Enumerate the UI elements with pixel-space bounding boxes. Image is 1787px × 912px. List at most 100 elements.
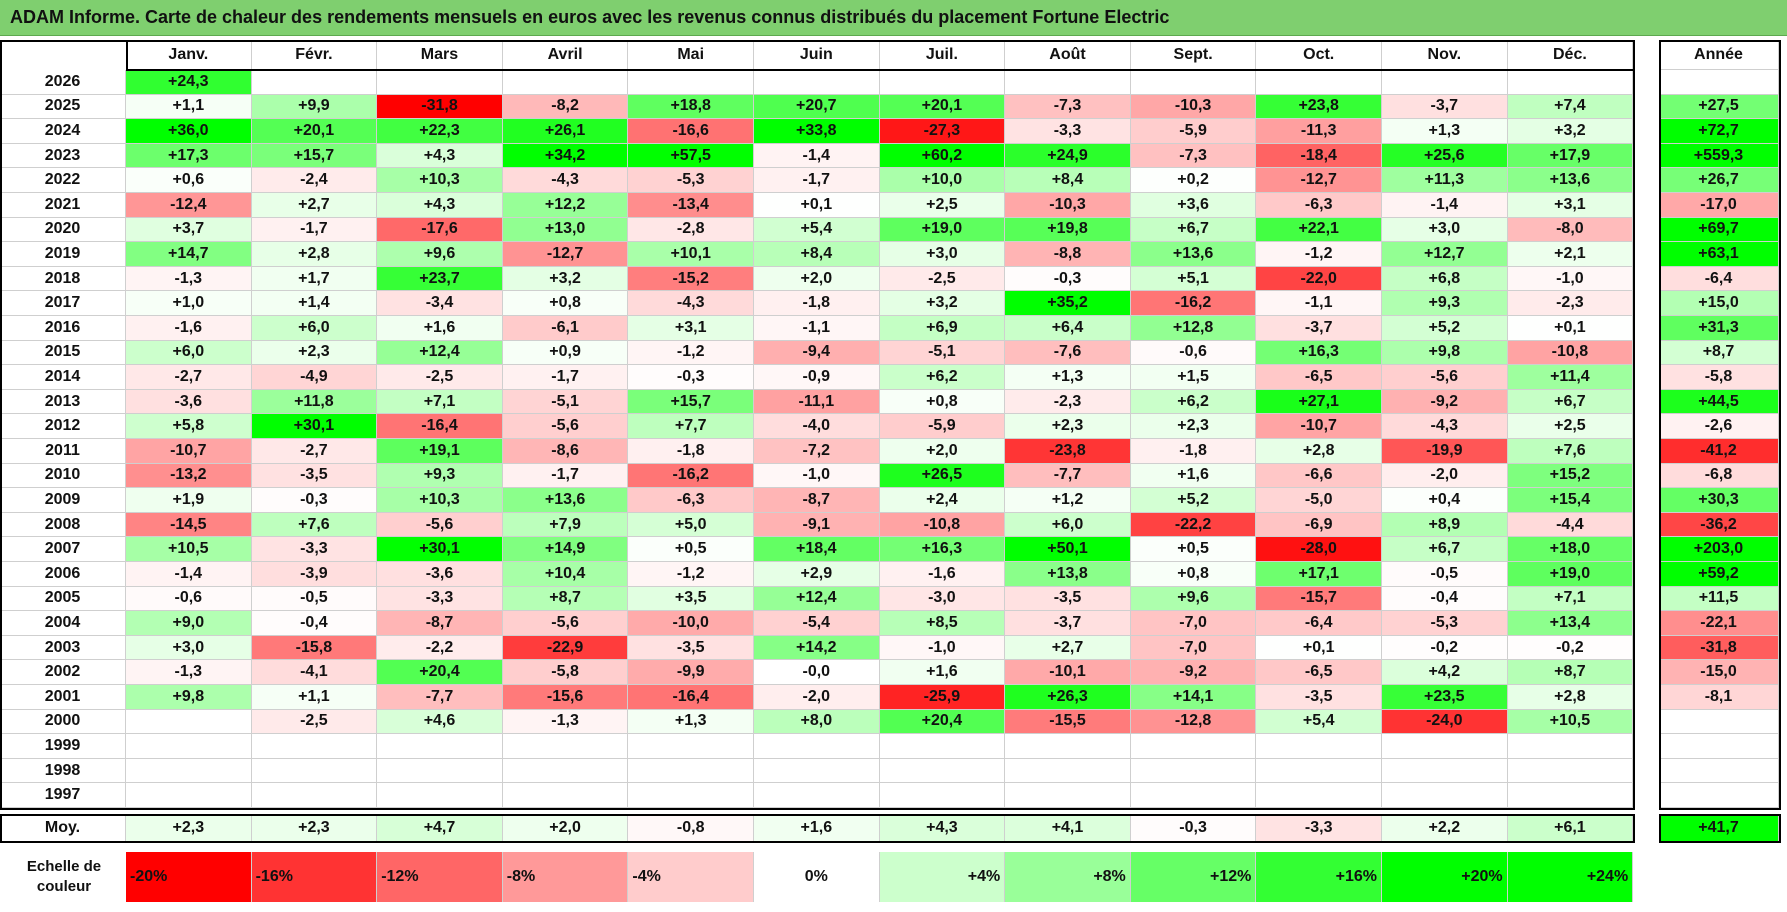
heatmap-cell: +0,1: [1507, 316, 1634, 341]
heatmap-cell: +2,7: [1005, 635, 1131, 661]
heatmap-cell: -7,3: [1130, 143, 1257, 169]
average-label: Moy.: [0, 814, 126, 842]
heatmap-cell: -1,3: [126, 660, 252, 685]
annual-cell: -2,6: [1659, 414, 1779, 439]
heatmap-cell: [879, 758, 1006, 784]
heatmap-cell: [126, 709, 252, 735]
heatmap-cell: +12,4: [377, 340, 503, 366]
heatmap-cell: [1382, 70, 1508, 95]
heatmap-cell: +1,3: [1382, 119, 1508, 144]
heatmap-cell: -1,6: [126, 316, 252, 341]
heatmap-cell: -5,8: [502, 660, 629, 685]
heatmap-cell: -22,9: [502, 635, 629, 661]
heatmap-cell: +2,5: [879, 193, 1006, 218]
heatmap-cell: -3,5: [628, 635, 754, 661]
annual-cell: -31,8: [1659, 635, 1779, 661]
heatmap-cell: -4,3: [502, 168, 629, 193]
heatmap-cell: +4,2: [1382, 660, 1508, 685]
heatmap-cell: +3,0: [126, 635, 252, 661]
heatmap-cell: +19,1: [377, 439, 503, 464]
heatmap-cell: -3,9: [251, 562, 378, 587]
year-label: 2002: [0, 660, 126, 685]
heatmap-cell: -5,3: [1382, 611, 1508, 636]
heatmap-cell: -3,4: [377, 291, 503, 316]
heatmap-cell: +2,4: [879, 488, 1006, 513]
heatmap-cell: +1,4: [251, 291, 378, 316]
heatmap-cell: +17,9: [1507, 143, 1634, 169]
heatmap-cell: -1,3: [502, 709, 629, 735]
heatmap-cell: +0,8: [879, 389, 1006, 415]
month-header: Mai: [628, 40, 754, 70]
heatmap-cell: +0,2: [1130, 168, 1257, 193]
heatmap-cell: +0,5: [628, 537, 754, 562]
heatmap-cell: -15,5: [1005, 709, 1131, 735]
heatmap-cell: +7,7: [628, 414, 754, 439]
annual-cell: [1659, 758, 1779, 784]
heatmap-cell: -0,6: [126, 586, 252, 612]
heatmap-cell: +6,2: [1130, 389, 1257, 415]
heatmap-cell: -5,0: [1256, 488, 1382, 513]
heatmap-cell: -23,8: [1005, 439, 1131, 464]
heatmap-cell: +7,1: [377, 389, 503, 415]
heatmap-cell: [377, 758, 503, 784]
heatmap-cell: -0,2: [1507, 635, 1634, 661]
heatmap-cell: +24,3: [126, 70, 252, 95]
heatmap-cell: -19,9: [1382, 439, 1508, 464]
heatmap-cell: -5,4: [754, 611, 880, 636]
heatmap-cell: +0,1: [754, 193, 880, 218]
heatmap-cell: -6,3: [1256, 193, 1382, 218]
average-cell: +4,7: [377, 814, 503, 842]
heatmap-cell: +6,7: [1382, 537, 1508, 562]
heatmap-cell: +1,6: [377, 316, 503, 341]
heatmap-cell: +10,3: [377, 168, 503, 193]
heatmap-cell: +6,9: [879, 316, 1006, 341]
heatmap-cell: [1507, 758, 1634, 784]
heatmap-cell: -16,4: [377, 414, 503, 439]
heatmap-cell: +8,7: [502, 586, 629, 612]
heatmap-cell: +10,4: [502, 562, 629, 587]
heatmap-cell: +1,6: [879, 660, 1006, 685]
year-label: 2004: [0, 611, 126, 636]
heatmap-cell: -10,7: [1256, 414, 1382, 439]
heatmap-cell: -10,3: [1130, 94, 1257, 120]
heatmap-cell: -4,0: [754, 414, 880, 439]
heatmap-cell: +6,4: [1005, 316, 1131, 341]
heatmap-cell: +3,0: [879, 242, 1006, 267]
heatmap-cell: [628, 734, 754, 759]
year-label: 2013: [0, 389, 126, 415]
heatmap-cell: +13,0: [502, 217, 629, 243]
heatmap-cell: [126, 758, 252, 784]
heatmap-cell: +27,1: [1256, 389, 1382, 415]
heatmap-cell: -3,7: [1005, 611, 1131, 636]
year-label: 2007: [0, 537, 126, 562]
heatmap-cell: -7,3: [1005, 94, 1131, 120]
annual-cell: -8,1: [1659, 685, 1779, 710]
heatmap-cell: +11,3: [1382, 168, 1508, 193]
heatmap-cell: [251, 734, 378, 759]
year-label: 2017: [0, 291, 126, 316]
year-label: 1997: [0, 783, 126, 808]
heatmap-cell: -1,8: [628, 439, 754, 464]
heatmap-cell: [1382, 758, 1508, 784]
year-label: 2012: [0, 414, 126, 439]
heatmap-cell: +1,9: [126, 488, 252, 513]
heatmap-cell: -24,0: [1382, 709, 1508, 735]
heatmap-cell: +0,9: [502, 340, 629, 366]
heatmap-cell: +4,3: [377, 193, 503, 218]
heatmap-cell: +8,0: [754, 709, 880, 735]
heatmap-cell: -13,4: [628, 193, 754, 218]
heatmap-cell: [754, 70, 880, 95]
heatmap-cell: +4,6: [377, 709, 503, 735]
heatmap-cell: -22,2: [1130, 512, 1257, 538]
heatmap-cell: +2,1: [1507, 242, 1634, 267]
heatmap-cell: -15,8: [251, 635, 378, 661]
heatmap-cell: +3,6: [1130, 193, 1257, 218]
year-label: 2023: [0, 143, 126, 169]
color-scale-swatch: +8%: [1005, 852, 1131, 902]
average-cell: +1,6: [754, 814, 880, 842]
heatmap-cell: +14,1: [1130, 685, 1257, 710]
heatmap-cell: -10,0: [628, 611, 754, 636]
heatmap-cell: -1,6: [879, 562, 1006, 587]
heatmap-cell: [126, 783, 252, 808]
heatmap-cell: +8,5: [879, 611, 1006, 636]
